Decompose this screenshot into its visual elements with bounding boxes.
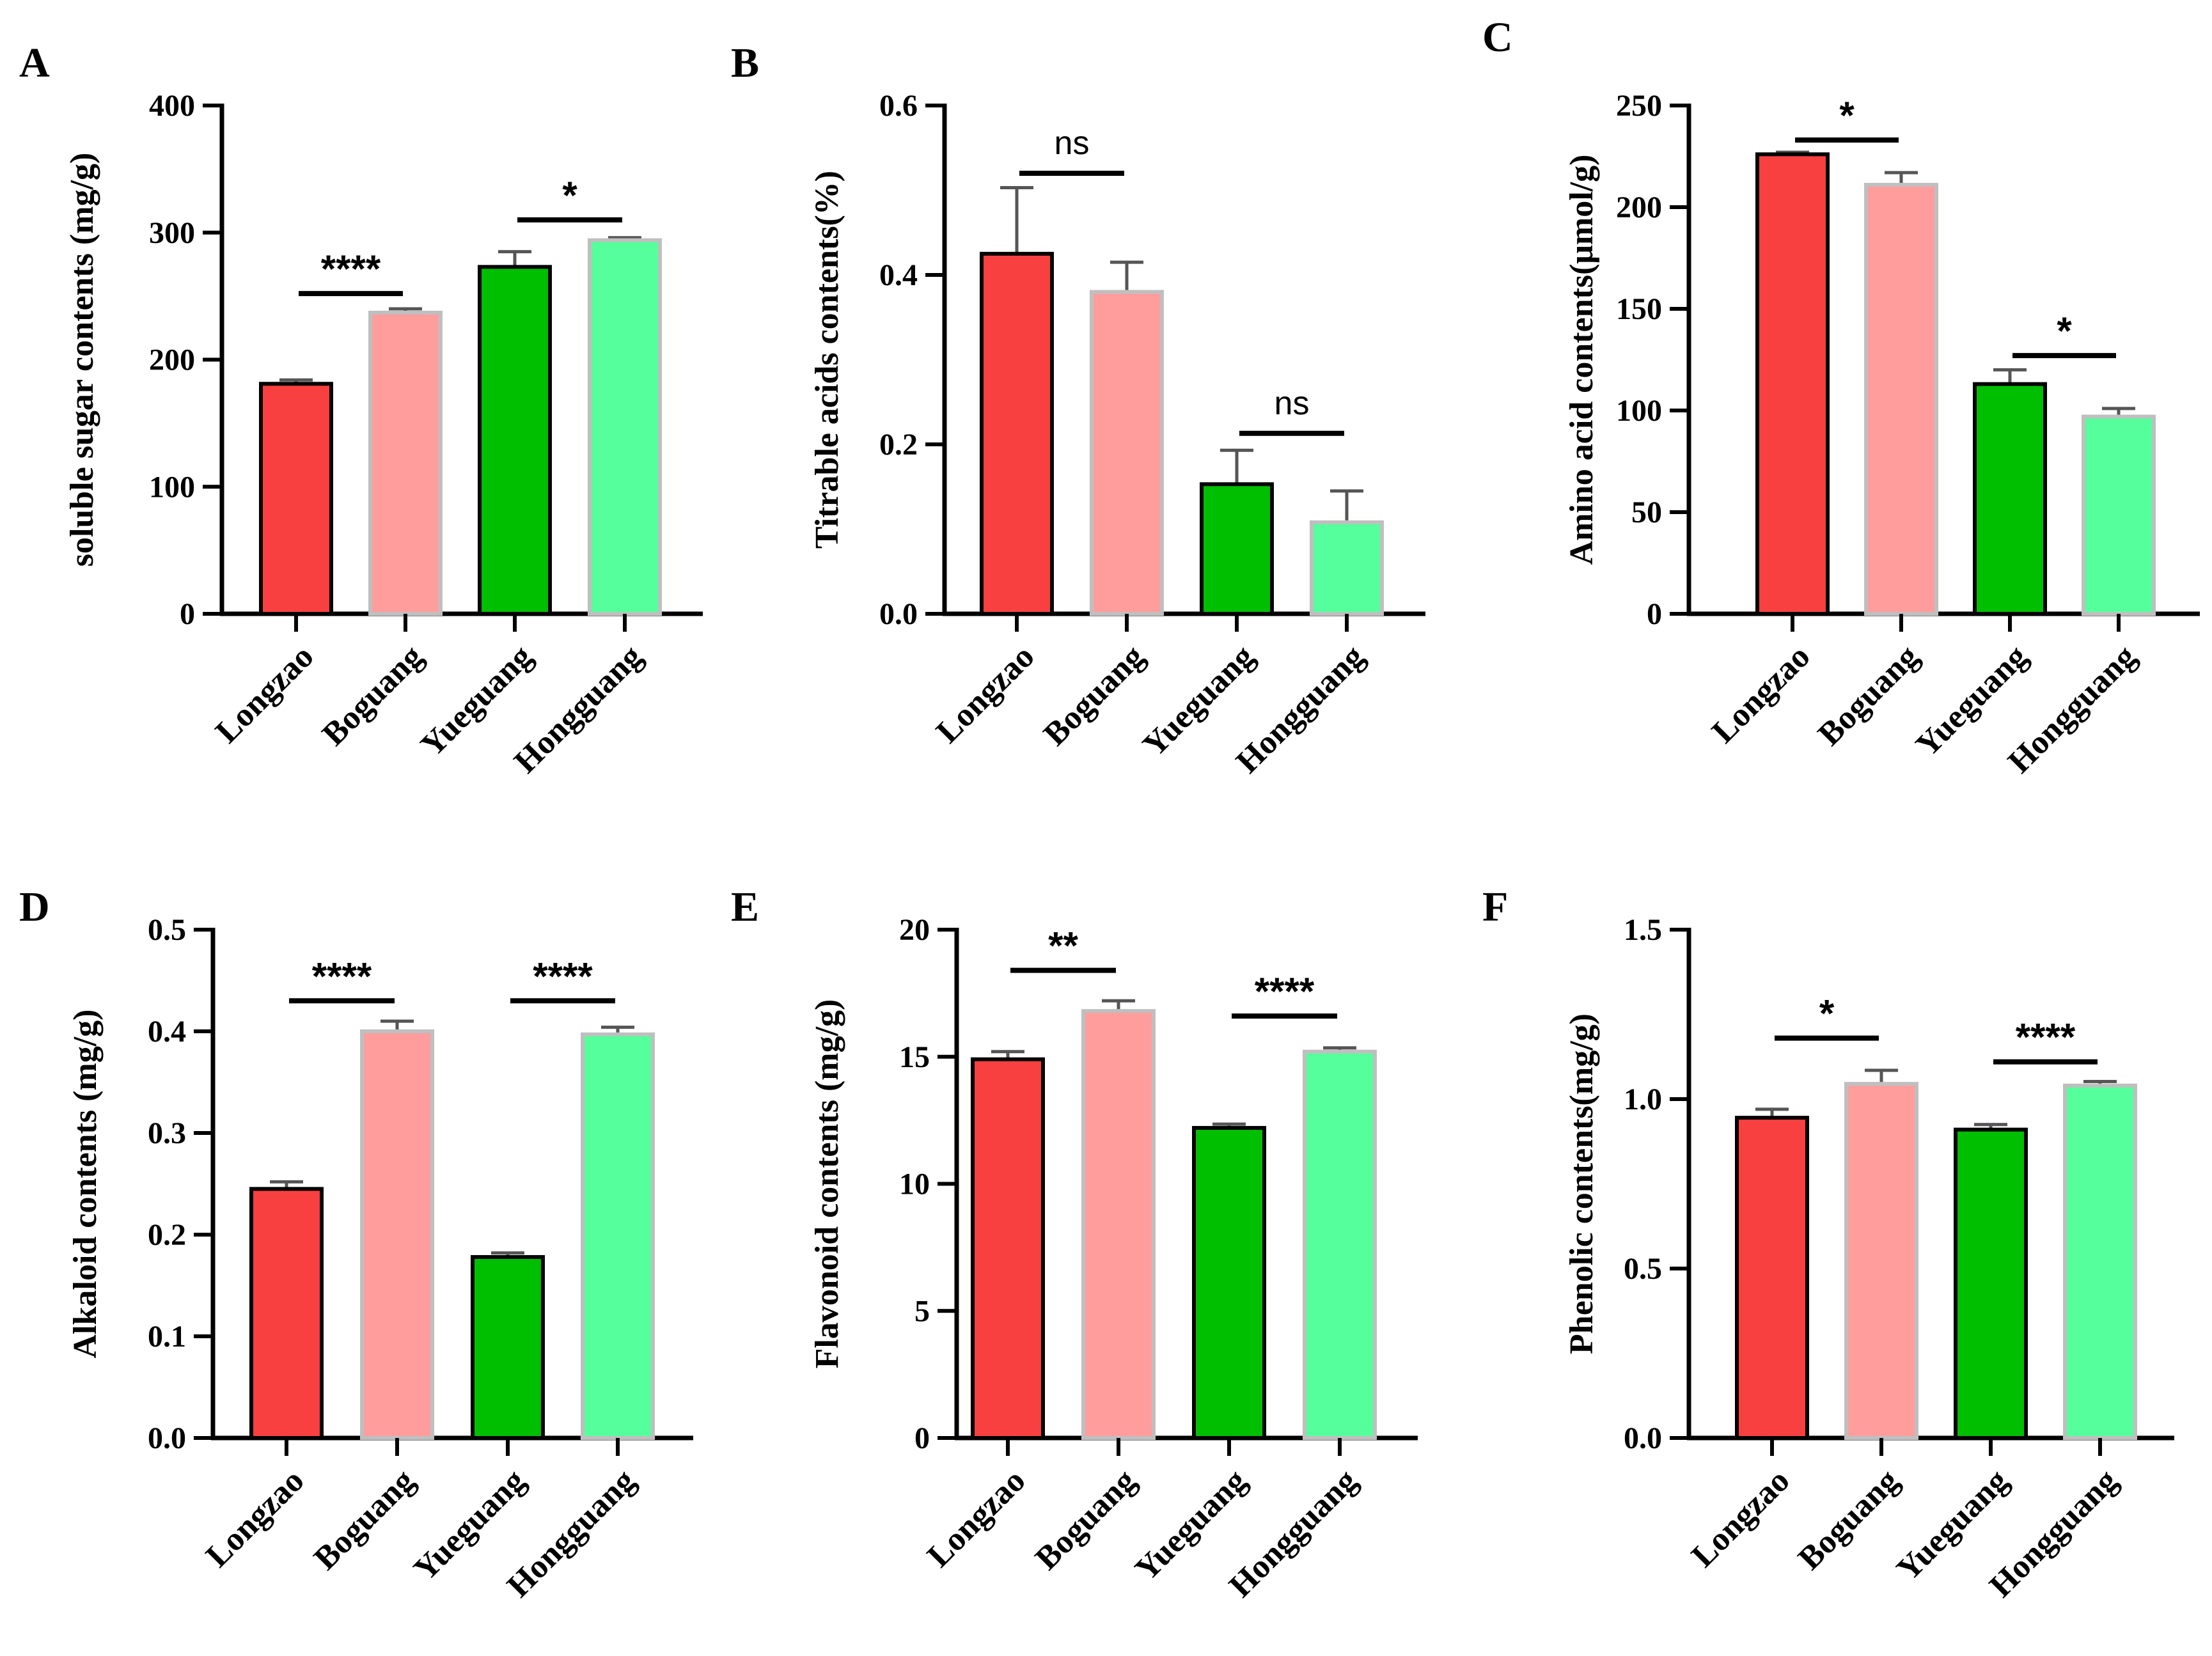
bar-yueguang	[1954, 1127, 2028, 1440]
significance-label: ****	[321, 247, 381, 290]
x-tick-label: Longzao	[920, 1462, 1032, 1574]
bar-hongguang	[1303, 1049, 1377, 1441]
y-tick-label: 0.5	[148, 913, 186, 947]
y-tick-label: 400	[149, 89, 195, 123]
bar-boguang	[1864, 183, 1938, 616]
x-tick-label: Boguang	[1791, 1462, 1906, 1577]
x-tick-label: Longzao	[208, 638, 320, 750]
y-tick-label: 1.5	[1624, 913, 1662, 947]
bar-boguang	[1081, 1009, 1156, 1440]
panel-label: D	[19, 884, 50, 930]
y-axis-title: Titrable acids contents(%)	[809, 171, 845, 549]
y-tick-label: 0	[180, 597, 195, 631]
panel-f: F Phenolic contents(mg/g) 0.0 0.5 1.0 1.5 Long…	[1482, 884, 2174, 1604]
x-tick-label: Longzao	[1705, 638, 1817, 750]
bar-hongguang	[588, 238, 662, 616]
significance-label: *	[1839, 94, 1855, 137]
x-tick-label: Boguang	[1028, 1462, 1143, 1577]
bar-hongguang	[581, 1032, 655, 1440]
y-tick-label: 0.6	[879, 89, 918, 123]
panel-e: E Flavonoid contents (mg/g) 0 5 10 15 20 Longza…	[731, 884, 1418, 1604]
y-tick-label: 0.4	[879, 258, 918, 292]
bar-boguang	[360, 1029, 434, 1440]
bar-yueguang	[1973, 382, 2047, 616]
panel-label: C	[1482, 14, 1513, 61]
significance-label: *	[2057, 309, 2072, 352]
bar-longzao	[1755, 152, 1830, 616]
panel-label: A	[19, 40, 50, 86]
bar-yueguang	[471, 1254, 545, 1440]
y-tick-label: 0.2	[879, 428, 918, 462]
x-tick-label: Boguang	[1811, 638, 1926, 753]
bar-longzao	[971, 1057, 1045, 1440]
bar-hongguang	[2082, 414, 2156, 616]
bar-boguang	[368, 310, 443, 616]
bar-yueguang	[478, 265, 552, 616]
y-tick-label: 150	[1616, 292, 1662, 326]
significance-label: ****	[2016, 1016, 2076, 1059]
bar-boguang	[1090, 290, 1164, 616]
y-axis-title: Alkaloid contents (mg/g)	[67, 1010, 104, 1359]
y-tick-label: 0.5	[1624, 1252, 1662, 1286]
y-tick-label: 0.4	[148, 1015, 186, 1049]
y-tick-label: 0	[1647, 597, 1662, 631]
x-tick-label: Longzao	[199, 1462, 311, 1574]
panel-b: B Titrable acids contents(%) 0.0 0.2 0.4 0.6 L…	[731, 40, 1425, 780]
y-tick-label: 1.0	[1624, 1082, 1662, 1116]
significance-label: ****	[1255, 970, 1315, 1013]
y-axis-title: Amino acid contents(μmol/g)	[1564, 155, 1600, 565]
significance-label: ns	[1055, 125, 1090, 162]
panel-label: F	[1482, 884, 1508, 930]
y-tick-label: 0.0	[1624, 1421, 1662, 1455]
y-tick-label: 20	[899, 913, 930, 947]
panel-d: D Alkaloid contents (mg/g) 0.0 0.1 0.2 0.3 0.4…	[19, 884, 693, 1604]
panel-c: C Amino acid contents(μmol/g) 0 50 100 150 200…	[1482, 14, 2200, 780]
y-tick-label: 50	[1631, 496, 1662, 529]
panel-label: E	[731, 884, 759, 930]
significance-label: *	[1819, 992, 1835, 1035]
y-tick-label: 10	[899, 1168, 930, 1201]
significance-label: ****	[312, 955, 372, 997]
y-tick-label: 0.0	[879, 597, 918, 631]
y-tick-label: 300	[149, 216, 195, 250]
significance-label: ns	[1275, 385, 1310, 422]
y-tick-label: 200	[149, 343, 195, 377]
panel-label: B	[731, 40, 759, 86]
bar-longzao	[1735, 1116, 1809, 1441]
bar-longzao	[259, 382, 333, 616]
y-axis-title: Phenolic contents(mg/g)	[1564, 1013, 1600, 1354]
significance-label: ****	[533, 955, 593, 997]
bar-yueguang	[1200, 482, 1274, 616]
y-tick-label: 0.3	[148, 1116, 186, 1150]
y-axis-title: soluble sugar contents (mg/g)	[64, 153, 100, 567]
y-tick-label: 5	[914, 1294, 930, 1328]
x-tick-label: Boguang	[307, 1462, 421, 1577]
x-tick-label: Longzao	[929, 638, 1041, 750]
bar-boguang	[1844, 1082, 1918, 1440]
significance-label: *	[562, 174, 577, 217]
y-tick-label: 0.0	[148, 1421, 186, 1455]
bar-hongguang	[1310, 520, 1384, 616]
y-axis-title: Flavonoid contents (mg/g)	[809, 999, 845, 1369]
bar-longzao	[249, 1187, 324, 1440]
bar-hongguang	[2063, 1083, 2137, 1441]
y-tick-label: 100	[149, 470, 195, 504]
y-tick-label: 200	[1616, 191, 1662, 224]
x-tick-label: Boguang	[1037, 638, 1151, 753]
y-tick-label: 0	[914, 1421, 930, 1455]
significance-label: **	[1048, 925, 1078, 967]
x-tick-label: Boguang	[315, 638, 430, 753]
y-tick-label: 15	[899, 1040, 930, 1074]
y-tick-label: 0.1	[148, 1320, 186, 1354]
bar-longzao	[980, 251, 1054, 616]
x-tick-label: Longzao	[1684, 1462, 1796, 1574]
y-tick-label: 100	[1616, 394, 1662, 428]
y-tick-label: 250	[1616, 89, 1662, 123]
bar-yueguang	[1192, 1126, 1266, 1441]
y-tick-label: 0.2	[148, 1218, 186, 1252]
